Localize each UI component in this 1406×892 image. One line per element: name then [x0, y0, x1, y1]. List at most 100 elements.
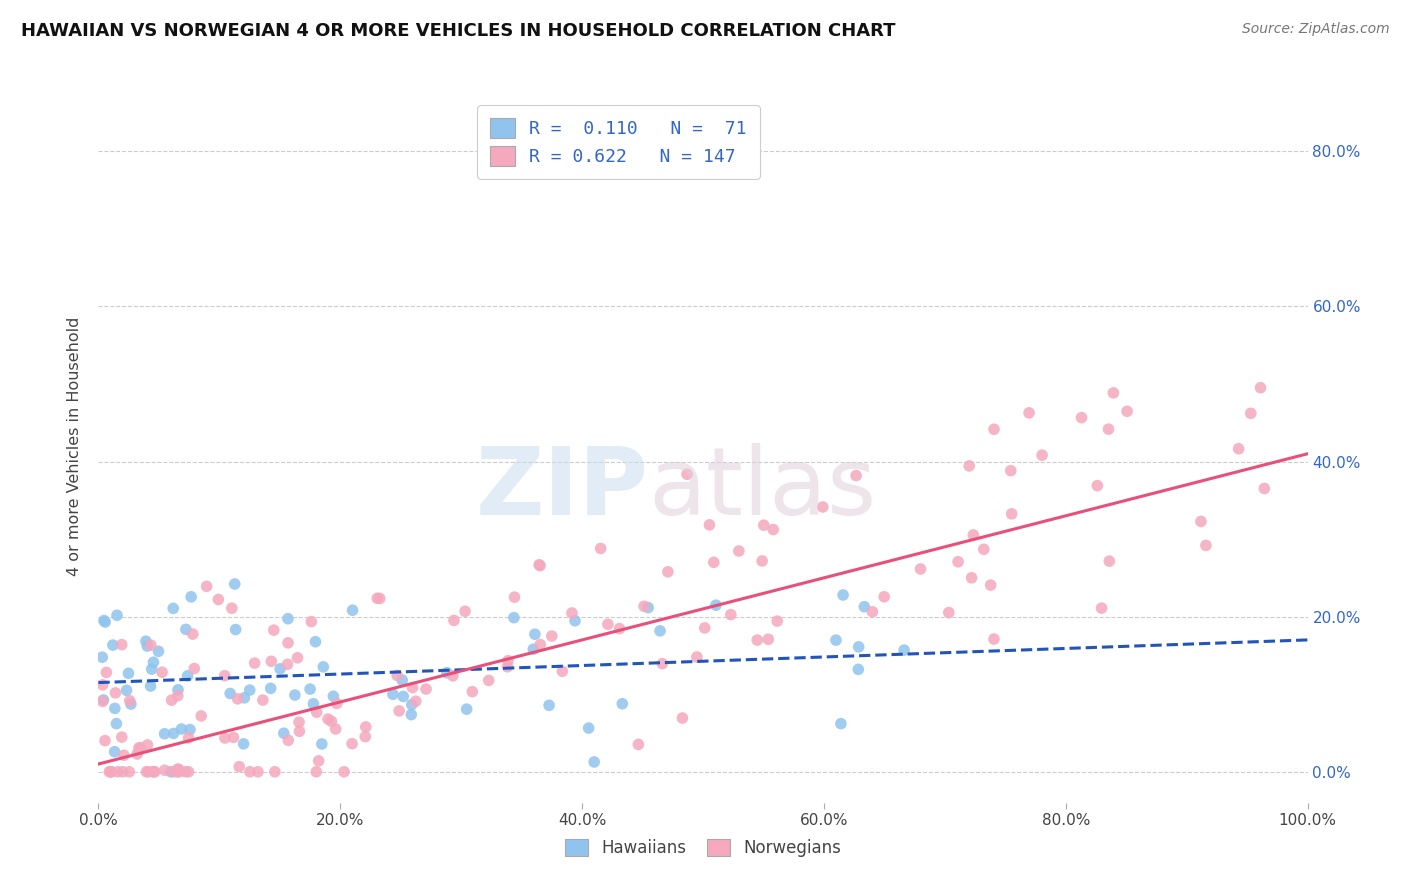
- Point: [166, 689, 188, 703]
- Point: [1116, 404, 1139, 418]
- Point: [326, 697, 349, 711]
- Point: [96, 665, 118, 680]
- Point: [321, 714, 343, 729]
- Point: [167, 682, 190, 697]
- Point: [100, 764, 122, 779]
- Point: [704, 598, 727, 612]
- Point: [219, 686, 242, 700]
- Point: [388, 704, 411, 718]
- Point: [589, 541, 612, 556]
- Point: [136, 639, 159, 653]
- Point: [226, 691, 249, 706]
- Point: [269, 662, 291, 676]
- Point: [142, 764, 165, 779]
- Point: [167, 764, 190, 779]
- Point: [596, 617, 619, 632]
- Point: [139, 679, 162, 693]
- Point: [276, 657, 298, 672]
- Point: [627, 738, 650, 752]
- Point: [304, 634, 326, 648]
- Point: [503, 590, 526, 604]
- Point: [153, 763, 176, 777]
- Point: [333, 764, 356, 779]
- Point: [228, 759, 250, 773]
- Text: HAWAIIAN VS NORWEGIAN 4 OR MORE VEHICLES IN HOUSEHOLD CORRELATION CHART: HAWAIIAN VS NORWEGIAN 4 OR MORE VEHICLES…: [21, 22, 896, 40]
- Point: [1085, 478, 1108, 492]
- Point: [401, 681, 423, 695]
- Point: [214, 669, 236, 683]
- Point: [938, 606, 960, 620]
- Point: [1070, 410, 1092, 425]
- Point: [873, 590, 896, 604]
- Point: [277, 636, 299, 650]
- Point: [583, 755, 606, 769]
- Point: [1253, 482, 1275, 496]
- Point: [564, 614, 586, 628]
- Point: [111, 730, 134, 744]
- Point: [651, 657, 673, 671]
- Point: [325, 722, 347, 736]
- Point: [637, 600, 659, 615]
- Point: [478, 673, 501, 688]
- Point: [299, 615, 322, 629]
- Point: [94, 733, 117, 747]
- Point: [239, 764, 262, 779]
- Point: [676, 467, 699, 482]
- Point: [284, 688, 307, 702]
- Point: [243, 656, 266, 670]
- Point: [354, 720, 377, 734]
- Point: [150, 665, 173, 680]
- Point: [551, 665, 574, 679]
- Legend: Hawaiians, Norwegians: Hawaiians, Norwegians: [557, 831, 849, 866]
- Point: [496, 659, 519, 673]
- Point: [496, 654, 519, 668]
- Text: Source: ZipAtlas.com: Source: ZipAtlas.com: [1241, 22, 1389, 37]
- Point: [181, 627, 204, 641]
- Point: [752, 518, 775, 533]
- Point: [529, 638, 551, 652]
- Point: [342, 603, 364, 617]
- Point: [1250, 381, 1272, 395]
- Point: [105, 608, 128, 623]
- Point: [441, 669, 464, 683]
- Point: [845, 468, 868, 483]
- Point: [118, 694, 141, 708]
- Point: [148, 644, 170, 658]
- Point: [529, 558, 551, 573]
- Point: [523, 627, 546, 641]
- Point: [166, 764, 188, 779]
- Point: [117, 666, 139, 681]
- Point: [699, 517, 721, 532]
- Point: [962, 528, 984, 542]
- Point: [720, 607, 742, 622]
- Point: [91, 694, 114, 708]
- Point: [260, 681, 283, 696]
- Point: [105, 716, 128, 731]
- Point: [120, 697, 142, 711]
- Point: [578, 721, 600, 735]
- Point: [263, 623, 285, 637]
- Point: [94, 615, 117, 629]
- Point: [1240, 406, 1263, 420]
- Point: [1227, 442, 1250, 456]
- Point: [98, 764, 121, 779]
- Point: [973, 542, 995, 557]
- Point: [107, 764, 129, 779]
- Point: [93, 614, 115, 628]
- Point: [111, 638, 134, 652]
- Point: [177, 764, 200, 779]
- Point: [214, 731, 236, 745]
- Point: [811, 500, 834, 514]
- Point: [848, 640, 870, 654]
- Point: [221, 601, 243, 615]
- Point: [825, 633, 848, 648]
- Point: [686, 650, 709, 665]
- Point: [456, 702, 478, 716]
- Point: [129, 740, 152, 755]
- Point: [316, 712, 339, 726]
- Point: [299, 682, 322, 697]
- Point: [846, 662, 869, 676]
- Point: [308, 754, 330, 768]
- Point: [118, 764, 141, 779]
- Point: [391, 673, 413, 687]
